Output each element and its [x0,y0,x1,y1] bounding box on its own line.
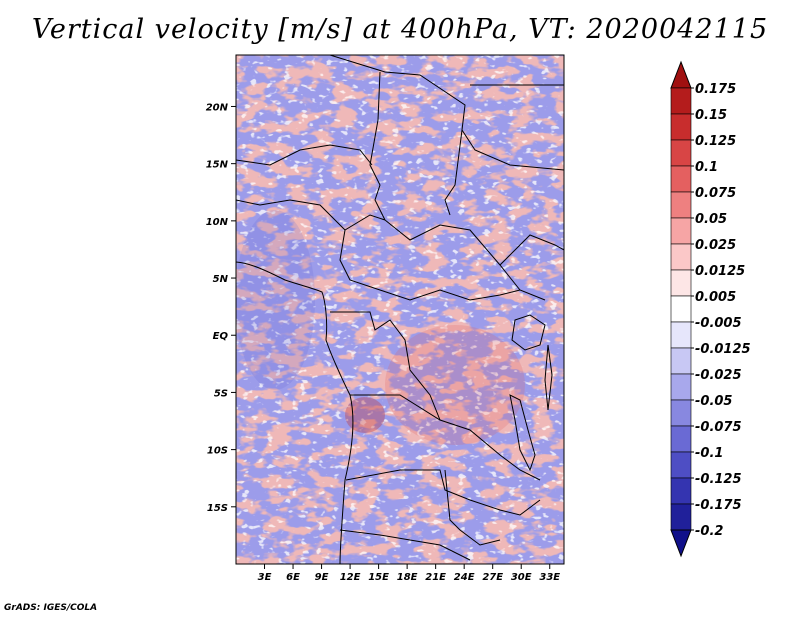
colorbar-label: -0.2 [695,524,723,539]
border [444,469,501,546]
lat-tick-label: 15S [207,503,228,514]
lon-tick-label: 24E [454,572,475,583]
colorbar-label: -0.005 [695,316,742,331]
border [369,71,386,221]
colorbar-label: 0.025 [695,238,736,253]
lat-tick-label: 10N [206,217,229,228]
lon-tick-label: 3E [258,572,272,583]
ascent-region-basin [385,325,525,445]
border [499,234,564,266]
colorbar-swatch [670,191,692,219]
colorbar-label: 0.0125 [695,264,745,279]
border [339,229,521,301]
colorbar-label: 0.125 [695,134,736,149]
lat-tick-label: 15N [206,160,229,171]
colorbar-swatch [670,373,692,401]
lake-outline [511,314,546,351]
neutral-texture [236,55,564,564]
colorbar-swatch [670,321,692,349]
colorbar-top-arrow [670,60,692,89]
colorbar-swatch [670,243,692,271]
lon-tick-label: 30E [511,572,532,583]
colorbar-label: -0.05 [695,394,732,409]
coastline [236,261,354,564]
colorbar-label: -0.025 [695,368,742,383]
colorbar-label: -0.1 [695,446,723,461]
lon-tick-label: 18E [397,572,418,583]
border [345,469,541,516]
lon-tick-label: 15E [368,572,389,583]
colorbar-swatch [670,451,692,479]
colorbar-label: 0.1 [695,160,718,175]
colorbar-label: -0.0125 [695,342,751,357]
colorbar-swatch [670,165,692,193]
colorbar-label: -0.125 [695,472,742,487]
colorbar-swatch [670,87,692,115]
colorbar-bottom-arrow [670,529,692,558]
coastlines-and-borders [236,55,564,564]
border [236,144,373,166]
border [461,129,564,171]
colorbar-swatch [670,113,692,141]
latitude-axis: 20N 15N 10N 5N EQ 5S 10S 15S [206,102,236,514]
lon-tick-label: 12E [340,572,361,583]
colorbar-swatch [670,295,692,323]
strong-ascent-region [345,397,385,433]
colorbar-label: 0.05 [695,212,727,227]
lake-outline [544,344,553,411]
colorbar-swatch [670,269,692,297]
lake-outline [509,394,536,472]
lon-tick-label: 9E [315,572,329,583]
lat-tick-label: 5N [213,274,229,285]
border [350,394,541,481]
lon-tick-label: 6E [286,572,300,583]
colorbar-label: 0.175 [695,82,736,97]
chart-title: Vertical velocity [m/s] at 400hPa, VT: 2… [31,14,769,45]
colorbar-swatch [670,347,692,375]
colorbar-label: -0.175 [695,498,742,513]
colorbar-swatch [670,217,692,245]
border [330,311,441,421]
colorbar-label: 0.15 [695,108,727,123]
map-field [236,55,564,564]
border [236,199,386,231]
lon-tick-label: 33E [539,572,560,583]
grads-credit: GrADS: IGES/COLA [4,603,98,613]
map-frame [235,54,565,565]
descent-region-atlantic [236,210,315,390]
border [329,55,466,216]
colorbar-label: 0.005 [695,290,736,305]
colorbar-swatch [670,399,692,427]
lon-tick-label: 21E [425,572,446,583]
colorbar-label: -0.075 [695,420,742,435]
colorbar-swatch [670,139,692,167]
border [339,529,471,561]
longitude-axis: 3E 6E 9E 12E 15E 18E 21E 24E 27E 30E 33E [258,564,560,583]
colorbar-swatch [670,425,692,453]
lon-tick-label: 27E [482,572,503,583]
colorbar-label: 0.075 [695,186,736,201]
lat-tick-label: 10S [207,446,228,457]
colorbar-swatch [670,503,692,531]
lat-tick-label: EQ [213,331,229,342]
colorbar-swatch [670,477,692,505]
lat-tick-label: 20N [206,102,229,113]
lat-tick-label: 5S [214,388,228,399]
colorbar: 0.175 0.15 0.125 0.1 0.075 0.05 0.025 0.0125 0.0… [670,60,751,558]
